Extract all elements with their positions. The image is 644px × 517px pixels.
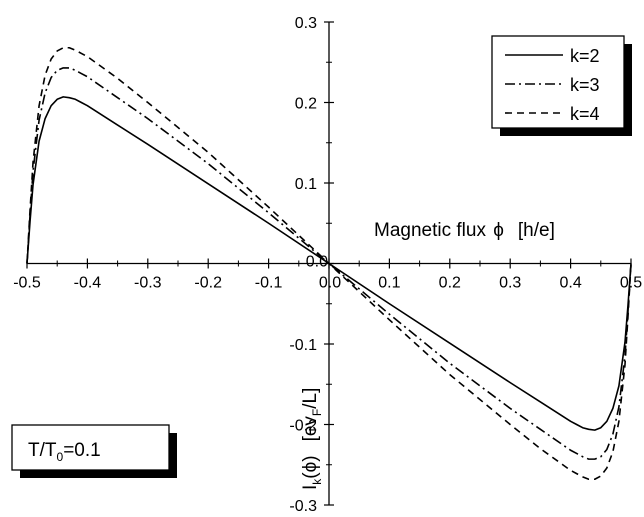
x-axis-label: Magnetic flux ϕ [h/e] [374, 220, 555, 241]
ticks-layer: -0.5 -0.4 -0.3 -0.2 -0.1 0.0 0.1 0.2 0.3 0.4 0.5 -0… [13, 15, 642, 515]
y-tick-label: 0.3 [295, 15, 317, 32]
legend: k=2 k=3 k=4 [491, 35, 632, 136]
y-tick-label: -0.2 [289, 418, 317, 435]
y-tick-label: -0.3 [289, 498, 317, 515]
x-tick-label: 0.5 [620, 275, 642, 292]
x-tick-label: 0.1 [378, 275, 400, 292]
y-tick-label: 0.1 [295, 176, 317, 193]
legend-box [491, 35, 625, 129]
legend-label-k=2: k=2 [570, 46, 600, 66]
x-tick-label: -0.3 [134, 275, 162, 292]
x-tick-label: 0.2 [439, 275, 461, 292]
temperature-annotation: T/T0=0.1 [11, 424, 177, 478]
y-tick-label: -0.1 [289, 337, 317, 354]
x-tick-label: -0.2 [194, 275, 222, 292]
x-tick-label: 0.0 [319, 275, 341, 292]
x-tick-label: 0.4 [559, 275, 581, 292]
series-line-k=3 [26, 67, 632, 460]
x-tick-label: -0.1 [255, 275, 283, 292]
x-tick-label: -0.5 [13, 275, 41, 292]
x-tick-label: 0.3 [499, 275, 521, 292]
x-tick-label: -0.4 [74, 275, 102, 292]
y-tick-label: 0.0 [306, 254, 328, 271]
annotation-box [11, 424, 170, 471]
annotation-text: T/T0=0.1 [28, 440, 101, 464]
legend-label-k=3: k=3 [570, 75, 600, 95]
legend-label-k=4: k=4 [570, 104, 600, 124]
y-axis-label: Ik(ϕ)[evF/L] [300, 388, 324, 490]
y-tick-label: 0.2 [295, 96, 317, 113]
legend-items: k=2 k=3 k=4 [505, 46, 600, 124]
